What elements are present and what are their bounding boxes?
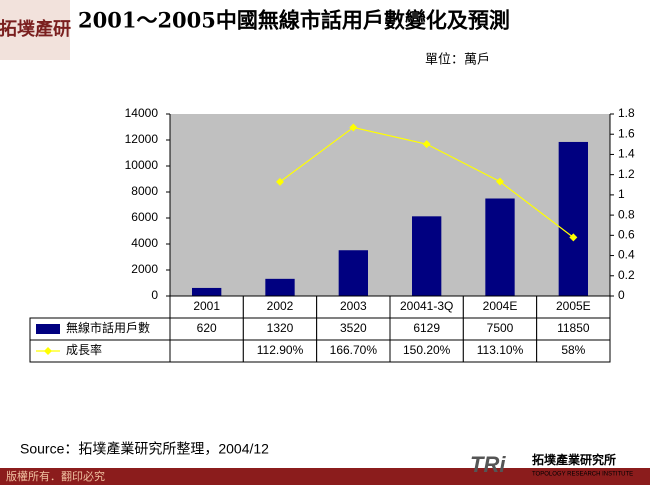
y2-tick-label: 1.6 [618, 126, 635, 140]
legend-swatch [36, 324, 60, 334]
bar [412, 216, 442, 296]
point [569, 233, 578, 242]
y-tick-label: 2000 [131, 262, 158, 276]
y-tick-label: 14000 [125, 106, 159, 120]
y-tick-label: 0 [151, 288, 158, 302]
x-tick-label: 2005E [556, 299, 591, 313]
legend-label: 無線市話用戶數 [66, 320, 150, 335]
table-value: 3520 [340, 321, 367, 335]
y2-tick-label: 1.2 [618, 167, 635, 181]
table-value: 113.10% [477, 343, 524, 357]
source: Source：拓墣產業研究所整理，2004/12 [20, 441, 269, 457]
y2-tick-label: 0.8 [618, 207, 635, 221]
y2-tick-label: 1.8 [618, 106, 635, 120]
brand: TRi [470, 452, 506, 477]
x-tick-label: 2003 [340, 299, 367, 313]
bar [485, 198, 515, 296]
y-tick-label: 10000 [125, 158, 159, 172]
plot-area [170, 114, 610, 296]
table-value: 112.90% [257, 343, 304, 357]
logo-box [0, 0, 70, 60]
footer-bar [0, 468, 650, 485]
institute-en: TOPOLOGY RESEARCH INSTITUTE [532, 472, 633, 478]
y2-tick-label: 0.2 [618, 268, 635, 282]
x-tick-label: 2004E [483, 299, 518, 313]
point [349, 123, 358, 132]
point [276, 177, 284, 186]
y2-tick-label: 1 [618, 187, 625, 201]
y2-tick-label: 0.6 [618, 228, 635, 242]
legend-label: 成長率 [66, 342, 102, 357]
copyright: 版權所有．翻印必究 [6, 469, 105, 483]
y-tick-label: 12000 [125, 132, 159, 146]
table-value: 1320 [267, 321, 294, 335]
table-value: 620 [197, 321, 217, 335]
point [422, 140, 431, 149]
x-tick-label: 2002 [267, 299, 294, 313]
table-cell [169, 339, 244, 363]
table-value: 58% [561, 343, 585, 357]
table-cell [536, 339, 611, 363]
x-tick-label: 2001 [193, 299, 220, 313]
y-tick-label: 6000 [131, 210, 158, 224]
bar [265, 278, 295, 296]
bar [338, 250, 368, 296]
chart-title: 2001～2005中國無線市話用戶數變化及預測 [78, 8, 510, 33]
unit-label: 單位：萬戶 [425, 51, 490, 66]
logo: 拓墣產研 [0, 18, 71, 39]
bar [192, 287, 222, 296]
table-value: 150.20% [403, 343, 451, 357]
x-tick-label: 20041-3Q [400, 299, 453, 313]
table-value: 11850 [557, 321, 590, 335]
y-tick-label: 8000 [131, 184, 158, 198]
table-value: 7500 [487, 321, 514, 335]
institute: 拓墣產業研究所 [532, 452, 616, 467]
point [496, 177, 504, 186]
y2-tick-label: 0 [618, 288, 625, 302]
table-value: 6129 [413, 321, 440, 335]
bar [558, 141, 588, 296]
legend-marker [44, 347, 52, 355]
y2-tick-label: 1.4 [618, 147, 635, 161]
y2-tick-label: 0.4 [618, 248, 635, 262]
table-value: 166.70% [330, 343, 378, 357]
y-tick-label: 4000 [131, 236, 158, 250]
